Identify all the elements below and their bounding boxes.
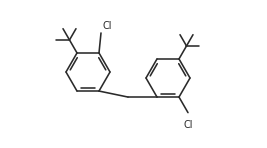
Text: Cl: Cl: [103, 21, 112, 31]
Text: Cl: Cl: [183, 120, 193, 130]
